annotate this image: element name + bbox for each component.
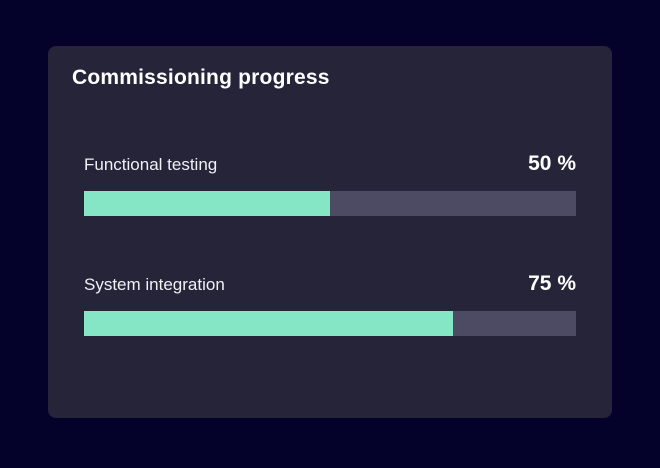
progress-bar-fill [84,191,330,216]
progress-row-header: System integration 75 % [84,272,576,304]
progress-bar-track [84,191,576,216]
card-title: Commissioning progress [72,66,330,89]
progress-bar-track [84,311,576,336]
progress-row-system-integration: System integration 75 % [84,272,576,336]
progress-value: 75 % [528,272,576,295]
commissioning-progress-card: Commissioning progress Functional testin… [48,46,612,418]
progress-label: Functional testing [84,155,218,174]
progress-row-header: Functional testing 50 % [84,152,576,184]
progress-bar-fill [84,311,453,336]
progress-row-functional-testing: Functional testing 50 % [84,152,576,216]
progress-label: System integration [84,275,225,294]
progress-value: 50 % [528,152,576,175]
